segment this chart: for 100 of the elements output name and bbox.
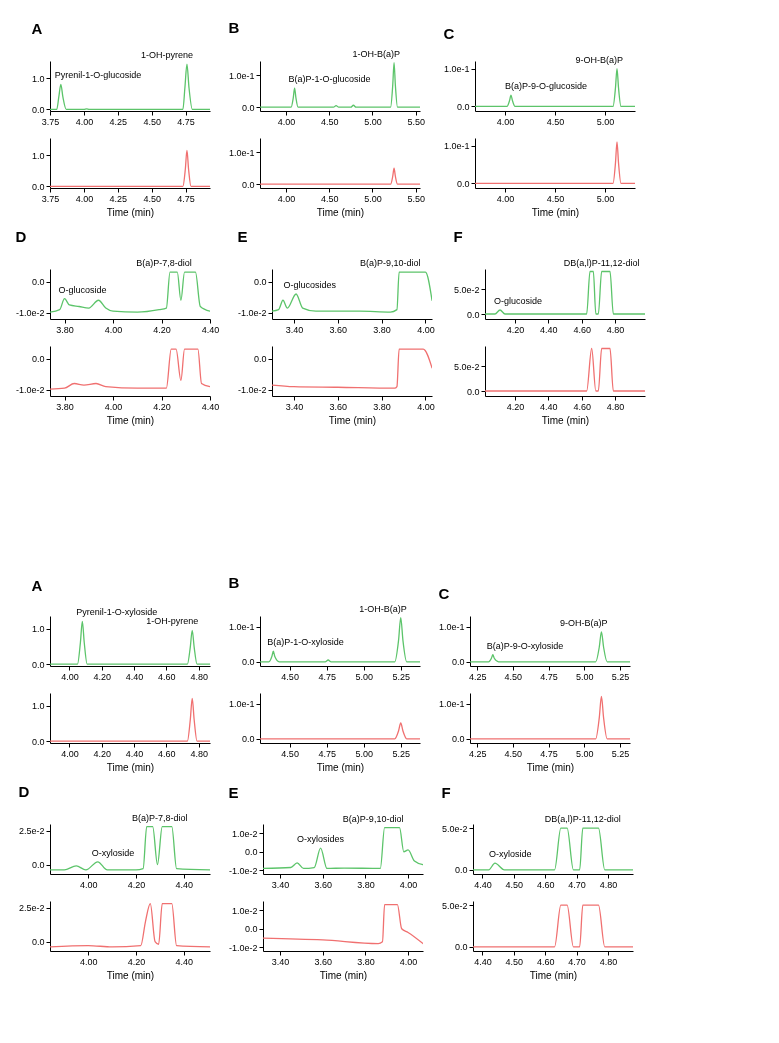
x-tick-label: 4.50 bbox=[504, 671, 523, 682]
x-tick-label: 5.00 bbox=[355, 748, 373, 759]
x-tick-label: 3.60 bbox=[329, 401, 348, 412]
x-tick-label: 4.00 bbox=[277, 193, 296, 204]
y-tick-label: -1.0e-2 bbox=[237, 385, 267, 396]
x-tick-label: 4.00 bbox=[104, 324, 123, 335]
y-tick-label: 1.0e-1 bbox=[228, 699, 255, 710]
x-tick-label: 4.00 bbox=[79, 956, 98, 967]
x-tick-label: 4.00 bbox=[417, 401, 435, 412]
x-tick-label: 4.50 bbox=[505, 879, 524, 890]
y-tick-label: 1.0e-1 bbox=[228, 147, 255, 158]
y-tick-label: 0.0 bbox=[244, 847, 258, 858]
chart-title: C bbox=[438, 585, 450, 602]
y-tick-label: 0.0 bbox=[241, 102, 255, 113]
x-tick-label: 4.60 bbox=[158, 671, 176, 682]
x-axis-title: Time (min) bbox=[316, 761, 365, 773]
x-tick-label: 4.75 bbox=[318, 748, 336, 759]
x-tick-label: 5.25 bbox=[392, 671, 411, 682]
x-tick-label: 4.00 bbox=[61, 671, 79, 682]
annotation: B(a)P-9-O-glucoside bbox=[505, 81, 588, 92]
x-tick-label: 3.80 bbox=[56, 401, 74, 412]
x-tick-label: 4.50 bbox=[281, 748, 299, 759]
x-tick-label: 5.00 bbox=[596, 116, 615, 127]
x-tick-label: 4.40 bbox=[201, 401, 220, 412]
y-tick-label: 0.0 bbox=[241, 734, 255, 745]
x-tick-label: 4.40 bbox=[201, 324, 220, 335]
y-tick-label: 0.0 bbox=[253, 354, 267, 364]
x-tick-label: 4.50 bbox=[143, 116, 161, 127]
x-tick-label: 4.60 bbox=[158, 748, 176, 759]
line-series bbox=[470, 631, 630, 663]
x-tick-label: 4.20 bbox=[153, 401, 171, 412]
chart-title: A bbox=[31, 577, 43, 595]
x-tick-label: 4.20 bbox=[127, 956, 146, 967]
annotation: B(a)P-9,10-diol bbox=[359, 258, 421, 269]
x-tick-label: 4.40 bbox=[474, 879, 492, 890]
x-tick-label: 3.40 bbox=[285, 401, 304, 412]
y-tick-label: -1.0e-2 bbox=[237, 308, 267, 319]
y-tick-label: -1.0e-2 bbox=[15, 308, 45, 319]
y-tick-label: 5.0e-2 bbox=[453, 361, 480, 372]
x-tick-label: 3.40 bbox=[271, 879, 290, 890]
y-tick-label: 0.0 bbox=[31, 659, 45, 670]
x-tick-label: 3.80 bbox=[373, 401, 391, 412]
line-series bbox=[272, 348, 432, 389]
line-series bbox=[50, 903, 210, 948]
x-tick-label: 4.00 bbox=[61, 748, 79, 759]
annotation: 1-OH-B(a)P bbox=[359, 603, 407, 614]
x-tick-label: 4.20 bbox=[506, 401, 525, 412]
x-tick-label: 4.40 bbox=[125, 748, 144, 759]
x-tick-label: 4.75 bbox=[318, 671, 336, 682]
x-tick-label: 5.50 bbox=[407, 116, 425, 127]
x-tick-label: 4.50 bbox=[320, 116, 339, 127]
x-tick-label: 4.80 bbox=[190, 671, 208, 682]
x-axis-title: Time (min) bbox=[106, 206, 155, 218]
y-tick-label: 0.0 bbox=[31, 736, 45, 747]
x-tick-label: 4.00 bbox=[496, 193, 515, 204]
chart-title: E bbox=[228, 783, 239, 801]
y-tick-label: 0.0 bbox=[456, 101, 470, 112]
x-tick-label: 3.75 bbox=[41, 193, 60, 204]
line-series bbox=[50, 271, 210, 313]
x-axis-title: Time (min) bbox=[328, 414, 377, 426]
x-tick-label: 4.75 bbox=[540, 671, 558, 682]
x-tick-label: 4.00 bbox=[399, 956, 418, 967]
y-tick-label: 0.0 bbox=[31, 937, 45, 948]
x-tick-label: 4.50 bbox=[281, 671, 299, 682]
x-tick-label: 4.00 bbox=[104, 401, 123, 412]
x-tick-label: 4.60 bbox=[536, 879, 555, 890]
annotation: Pyrenil-1-O-glucoside bbox=[54, 70, 142, 81]
x-tick-label: 4.70 bbox=[568, 956, 586, 967]
line-series bbox=[475, 67, 635, 108]
x-tick-label: 4.40 bbox=[474, 956, 492, 967]
x-tick-label: 5.00 bbox=[364, 116, 382, 127]
annotation: O-glucoside bbox=[58, 284, 107, 295]
x-tick-label: 4.00 bbox=[79, 879, 98, 890]
chart-title: E bbox=[237, 228, 248, 246]
y-tick-label: 0.0 bbox=[451, 734, 465, 745]
y-tick-label: 1.0e-1 bbox=[228, 622, 255, 633]
chart-title: B bbox=[228, 573, 240, 591]
x-tick-label: 5.00 bbox=[364, 193, 382, 204]
chart-title: D bbox=[18, 782, 30, 800]
x-tick-label: 4.50 bbox=[546, 116, 565, 127]
y-tick-label: 0.0 bbox=[31, 277, 45, 287]
y-tick-label: 1.0e-1 bbox=[443, 141, 470, 152]
x-axis-title: Time (min) bbox=[531, 206, 580, 218]
x-tick-label: 4.80 bbox=[606, 324, 625, 335]
x-tick-label: 3.75 bbox=[41, 116, 60, 127]
line-series bbox=[50, 348, 210, 390]
annotation: B(a)P-1-O-glucoside bbox=[288, 74, 371, 85]
x-tick-label: 3.80 bbox=[56, 324, 74, 335]
x-tick-label: 4.60 bbox=[573, 324, 591, 335]
x-tick-label: 4.75 bbox=[177, 193, 195, 204]
y-tick-label: -1.0e-2 bbox=[15, 385, 45, 396]
x-tick-label: 4.80 bbox=[190, 748, 208, 759]
x-tick-label: 4.60 bbox=[536, 956, 555, 967]
x-tick-label: 4.40 bbox=[540, 324, 558, 335]
x-tick-label: 4.50 bbox=[504, 748, 523, 759]
chart-title: F bbox=[453, 227, 463, 245]
x-tick-label: 3.80 bbox=[357, 879, 375, 890]
annotation: O-xyloside bbox=[91, 847, 135, 858]
x-tick-label: 4.00 bbox=[496, 116, 515, 127]
x-tick-label: 4.20 bbox=[153, 324, 171, 335]
